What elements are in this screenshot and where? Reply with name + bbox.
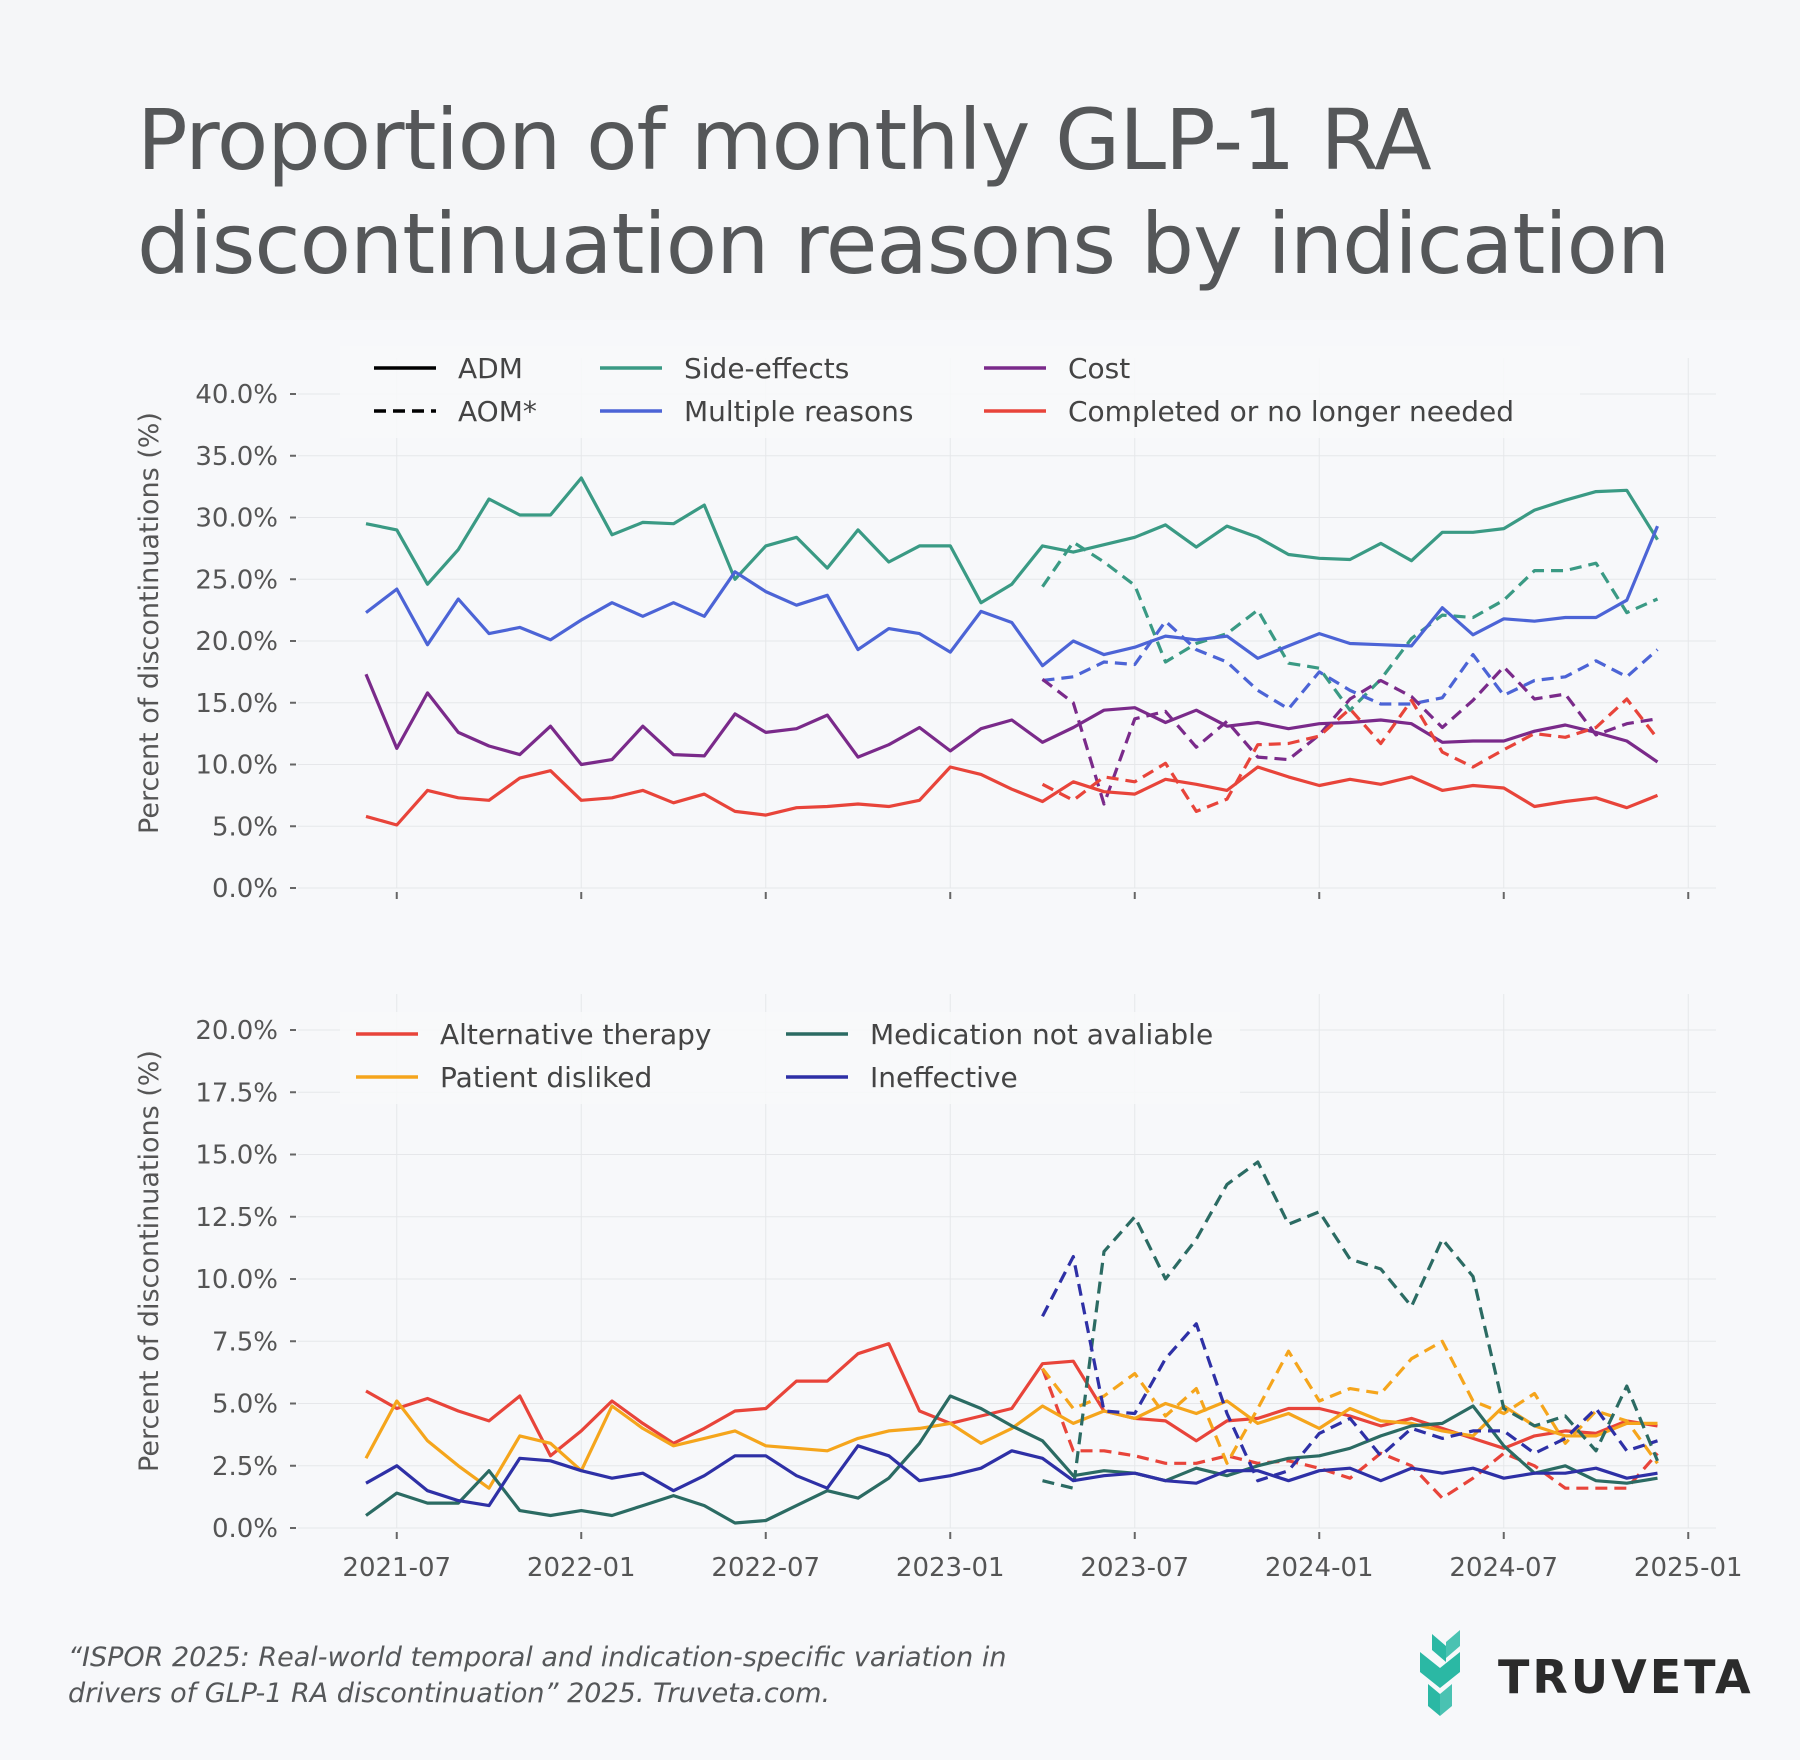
y-tick-label: 10.0% [195,1265,278,1295]
x-tick-label: 2023-01 [896,1553,1005,1583]
truveta-logo-icon [1420,1630,1460,1716]
series-line-adm [365,1342,1658,1458]
y-tick-label: 17.5% [195,1078,278,1108]
series-line-adm [365,1444,1658,1508]
y-tick-label: 15.0% [195,689,278,719]
y-tick-label: 35.0% [195,442,278,472]
brand-name: TRUVETA [1498,1650,1754,1704]
series-line-aom [1042,1160,1659,1490]
legend-completed-label: Completed or no longer needed [1068,395,1514,428]
series-line-aom [1041,1368,1659,1500]
y-tick-label: 5.0% [212,1390,278,1420]
x-tick-label: 2025-01 [1634,1553,1743,1583]
x-tick-label: 2023-07 [1080,1553,1189,1583]
series-line-aom [1041,697,1659,814]
x-tick-label: 2022-07 [711,1553,820,1583]
y-tick-label: 40.0% [195,380,278,410]
header-band [0,0,1800,320]
series-line-aom [1041,1254,1658,1483]
legend-side-effects-label: Side-effects [684,352,849,385]
y-tick-label: 10.0% [195,751,278,781]
series-line-adm [364,1399,1658,1490]
series-line-aom [1041,1339,1659,1465]
series-line-adm [364,673,1659,767]
legend-bottom: Alternative therapy Patient disliked Medic… [340,1012,1240,1104]
x-tick-label: 2024-01 [1265,1553,1374,1583]
legend-bottom-bg [340,1012,1240,1104]
panel-1: 0.0% 5.0% 10.0% 15.0% 20.0% 25.0% 30.0% 35.0% 40… [134,358,1716,904]
series-line-aom [1041,540,1659,712]
series-line-aom [1042,619,1659,711]
chart-svg: 0.0% 5.0% 10.0% 15.0% 20.0% 25.0% 30.0% 35.0% 40… [134,346,1743,1583]
series-line-adm [365,765,1659,827]
y-tick-label: 7.5% [212,1327,278,1357]
legend-ineffective-label: Ineffective [870,1061,1018,1094]
y-tick-label: 20.0% [195,1016,278,1046]
x-tick-label: 2021-07 [342,1553,451,1583]
legend-top-bg [340,346,1580,438]
legend-multiple-reasons-label: Multiple reasons [684,395,913,428]
y-tick-label: 30.0% [195,504,278,534]
page-title: Proportion of monthly GLP-1 RA discontin… [137,91,1670,293]
truveta-logo-mark [1420,1630,1460,1716]
series-line-adm [365,476,1659,605]
legend-linestyle-solid-label: ADM [458,352,523,385]
citation: “ISPOR 2025: Real-world temporal and ind… [68,1642,1007,1709]
legend-medication-not-available-label: Medication not avaliable [870,1018,1213,1051]
y-tick-label: 0.0% [212,874,278,904]
y-tick-label: 20.0% [195,627,278,657]
x-tick-label: 2024-07 [1449,1553,1558,1583]
legend-patient-disliked-label: Patient disliked [440,1061,652,1094]
y-axis-label: Percent of discontinuations (%) [134,412,165,834]
series-line-aom [1041,665,1658,806]
y-tick-label: 15.0% [195,1141,278,1171]
series-line-adm [365,1394,1658,1525]
legend-cost-label: Cost [1068,352,1130,385]
y-axis-label: Percent of discontinuations (%) [134,1050,165,1472]
series-line-adm [365,525,1659,668]
y-tick-label: 25.0% [195,565,278,595]
y-tick-label: 12.5% [195,1203,278,1233]
y-tick-label: 2.5% [212,1452,278,1482]
legend-alternative-therapy-label: Alternative therapy [440,1018,711,1051]
y-tick-label: 0.0% [212,1514,278,1544]
legend-linestyle-dashed-label: AOM* [458,395,537,428]
y-tick-label: 5.0% [212,812,278,842]
x-tick-label: 2022-01 [527,1553,636,1583]
legend-top: ADM AOM* Side-effects Multiple reasons Cost C… [340,346,1580,438]
